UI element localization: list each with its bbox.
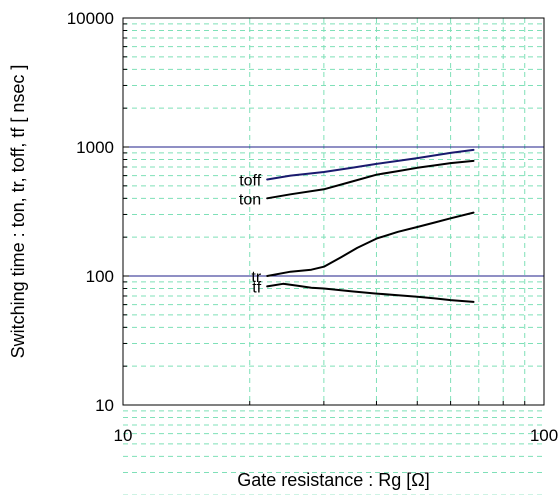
- minor-grid: [123, 18, 544, 495]
- series-label-toff: toff: [239, 172, 262, 189]
- series-line-ton: [266, 159, 475, 200]
- x-tick-labels: 10 100: [114, 426, 558, 445]
- series-line-tf: [266, 282, 475, 303]
- plot-area-frame: [122, 17, 545, 406]
- y-tick-label: 10: [95, 396, 114, 415]
- series-label-tf: tf: [252, 279, 261, 296]
- major-grid: [123, 146, 544, 277]
- y-tick-label: 1000: [76, 138, 114, 157]
- series-line-tr: [266, 211, 475, 277]
- series-line-toff: [266, 148, 475, 181]
- tick-marks: [122, 23, 545, 406]
- series-label-tr: tr: [251, 269, 261, 286]
- y-tick-label: 100: [86, 267, 114, 286]
- x-axis-title: Gate resistance : Rg [Ω]: [237, 470, 430, 490]
- series-layer: [266, 148, 475, 303]
- y-tick-label: 10000: [67, 9, 114, 28]
- series-label-ton: ton: [239, 191, 261, 208]
- y-tick-labels: 10 100 1000 10000: [67, 9, 114, 415]
- x-tick-label: 10: [114, 426, 133, 445]
- x-tick-label: 100: [530, 426, 558, 445]
- y-axis-title: Switching time : ton, tr, toff, tf [ nse…: [8, 65, 28, 359]
